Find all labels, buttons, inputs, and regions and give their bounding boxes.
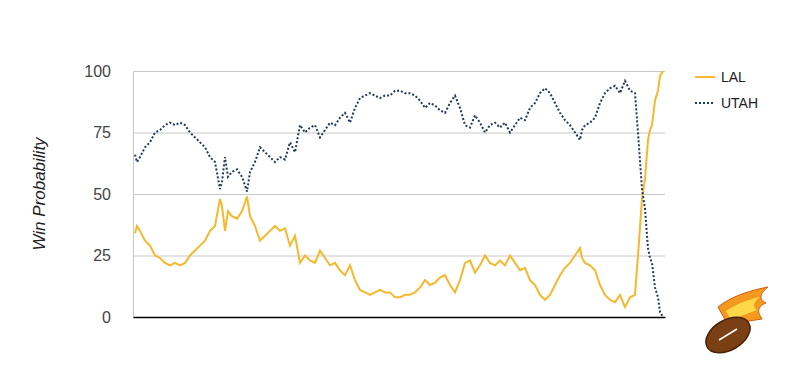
legend-label: LAL <box>721 69 746 85</box>
legend: LAL UTAH <box>695 69 758 111</box>
grid-line <box>133 133 665 134</box>
y-tick: 100 <box>84 63 665 80</box>
y-axis-title: Win Probability <box>30 136 49 251</box>
chart: 0 25 50 75 100 Win Probability LAL UTAH <box>0 0 790 392</box>
grid-line <box>133 71 665 72</box>
y-tick-label: 75 <box>93 124 111 141</box>
y-tick-label: 50 <box>93 186 111 203</box>
y-tick-label: 25 <box>93 247 111 264</box>
y-tick: 0 <box>102 309 665 326</box>
logo-icon <box>700 287 768 360</box>
legend-label: UTAH <box>721 95 758 111</box>
line-0 <box>135 71 663 307</box>
legend-swatch <box>695 76 715 78</box>
icon-flame-inner <box>726 297 760 319</box>
grid-line <box>133 194 665 195</box>
line-1 <box>135 81 663 317</box>
grid-line <box>133 256 665 257</box>
x-axis-line <box>134 317 666 319</box>
y-axis: 0 25 50 75 100 <box>84 63 665 326</box>
plot: 0 25 50 75 100 <box>84 63 665 326</box>
y-tick-label: 0 <box>102 309 111 326</box>
y-tick-label: 100 <box>84 63 111 80</box>
icon-ball <box>700 310 757 360</box>
series-lines <box>135 71 663 317</box>
x-axis <box>134 317 666 318</box>
y-tick: 50 <box>93 186 665 203</box>
grid-line <box>133 317 665 318</box>
legend-swatch <box>695 102 715 104</box>
icon-lace <box>719 329 737 340</box>
